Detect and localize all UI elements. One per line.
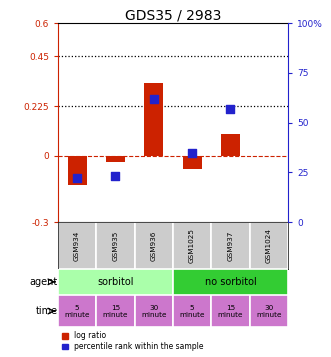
Text: GSM936: GSM936 — [151, 230, 157, 261]
Bar — [250, 295, 288, 327]
Text: GSM935: GSM935 — [113, 230, 118, 261]
Bar — [135, 222, 173, 269]
Text: 5
minute: 5 minute — [179, 305, 205, 318]
Bar — [58, 222, 96, 269]
Point — [113, 174, 118, 179]
Legend: log ratio, percentile rank within the sample: log ratio, percentile rank within the sa… — [62, 331, 204, 351]
Point — [74, 176, 80, 181]
Bar — [211, 222, 250, 269]
Bar — [144, 83, 164, 156]
Bar — [173, 222, 211, 269]
Text: 15
minute: 15 minute — [218, 305, 243, 318]
Bar — [135, 295, 173, 327]
Text: 15
minute: 15 minute — [103, 305, 128, 318]
Bar — [250, 222, 288, 269]
Bar — [96, 222, 135, 269]
Text: 5
minute: 5 minute — [64, 305, 90, 318]
Text: GSM1024: GSM1024 — [266, 228, 272, 263]
Title: GDS35 / 2983: GDS35 / 2983 — [125, 8, 221, 22]
Text: time: time — [36, 306, 58, 316]
Point — [228, 106, 233, 112]
Bar — [68, 156, 87, 185]
Bar — [173, 295, 211, 327]
Bar — [58, 269, 173, 295]
Text: 30
minute: 30 minute — [256, 305, 282, 318]
Bar — [211, 295, 250, 327]
Text: sorbitol: sorbitol — [97, 277, 134, 287]
Text: agent: agent — [30, 277, 58, 287]
Text: no sorbitol: no sorbitol — [205, 277, 256, 287]
Bar — [182, 156, 202, 169]
Bar — [106, 156, 125, 162]
Text: GSM937: GSM937 — [227, 230, 233, 261]
Bar — [96, 295, 135, 327]
Bar — [221, 134, 240, 156]
Text: 30
minute: 30 minute — [141, 305, 166, 318]
Point — [151, 96, 157, 102]
Bar — [173, 269, 288, 295]
Text: GSM1025: GSM1025 — [189, 228, 195, 263]
Bar — [58, 295, 96, 327]
Text: GSM934: GSM934 — [74, 230, 80, 261]
Point — [189, 150, 195, 155]
